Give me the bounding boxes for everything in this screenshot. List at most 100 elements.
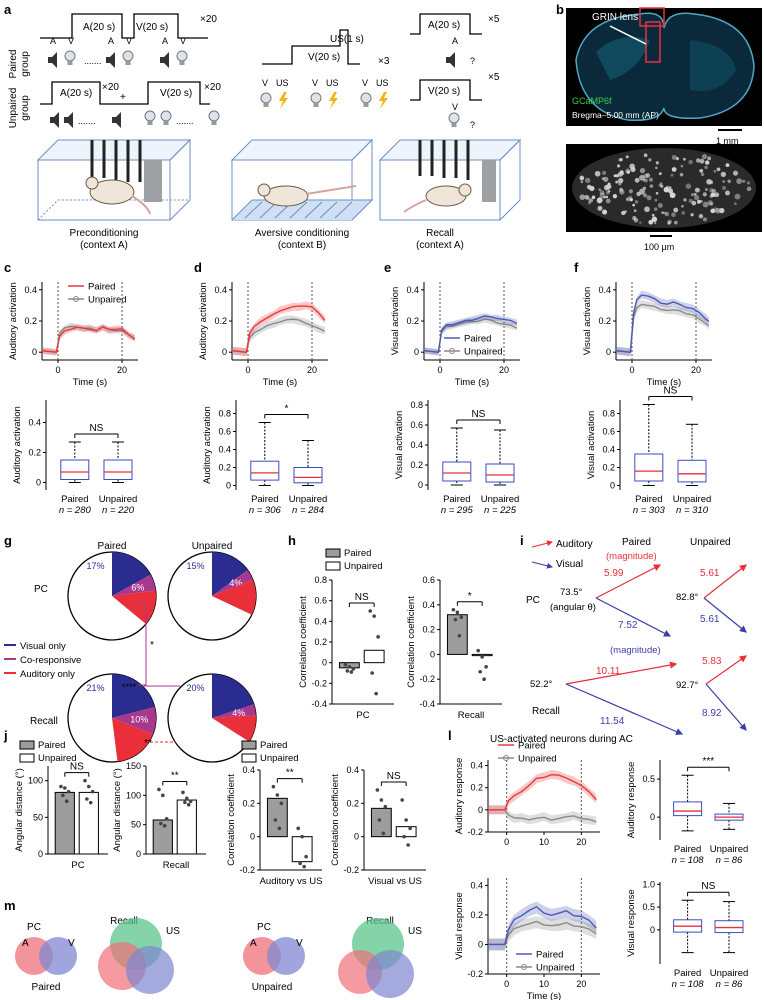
neuron-dot [688, 198, 693, 203]
y-tick-label: -0.4 [311, 699, 327, 709]
neuron-dot [702, 201, 709, 208]
pie-slice-co [212, 570, 253, 596]
speaker-icon [64, 112, 73, 128]
neuron-dot [632, 203, 635, 207]
ellipsis: ....... [78, 116, 96, 126]
neuron-dot [618, 158, 622, 162]
neuron-dot [588, 198, 594, 203]
y-axis-label: Correlation coefficient [406, 596, 417, 688]
y-tick-label: 0 [32, 347, 37, 357]
n-label: n = 86 [716, 979, 743, 990]
bar-unpaired [78, 791, 99, 855]
neuron-dot [725, 163, 730, 168]
a-x3-label: ×3 [378, 56, 390, 67]
neuron-dot [705, 188, 708, 191]
series-line-paired [488, 905, 597, 946]
stim-v-label: V [362, 78, 368, 88]
neuron-dot [599, 190, 605, 196]
neuron-dot [644, 206, 650, 213]
m-pc-label-2: PC [257, 922, 271, 933]
m-circle-v-1 [39, 937, 77, 975]
i-theta-recall-unpaired: 92.7° [676, 680, 698, 691]
g-sig-1: * [150, 640, 154, 651]
i-a-recall-paired: 10.11 [596, 666, 621, 677]
neuron-dot [597, 205, 603, 211]
neuron-dot [625, 168, 631, 174]
i-a-pc-unpaired: 5.61 [700, 568, 720, 579]
n-label: n = 86 [716, 855, 743, 866]
neuron-dot [695, 158, 701, 163]
legend-marker [449, 348, 455, 354]
group-label: Paired [674, 968, 701, 979]
data-point [457, 634, 462, 638]
y-tick-label: 0.2 [410, 460, 423, 470]
y-tick-label: 0.8 [602, 409, 615, 419]
i-col-unpaired: Unpaired [690, 537, 731, 548]
neuron-dot [694, 187, 700, 193]
y-axis-label: Angular distance (°) [112, 768, 123, 852]
a-plus-label: + [120, 92, 126, 103]
neuron-dot [696, 199, 701, 204]
pie-slice-co [112, 707, 157, 735]
neuron-dot [619, 170, 624, 175]
legend-label: Unpaired [88, 295, 127, 306]
y-tick-label: 0.4 [346, 765, 359, 775]
grin-lens-marker [645, 21, 661, 63]
i-a-pc-paired: 5.99 [604, 568, 624, 579]
stim-a-label: A [50, 36, 56, 46]
neuron-dot [742, 179, 746, 183]
stim-a-label: A [452, 36, 458, 46]
neuron-dot [605, 195, 608, 199]
neuron-dot [671, 154, 677, 160]
speaker-icon [106, 52, 115, 68]
n-label: n = 310 [676, 505, 709, 516]
group-label: Unpaired [710, 844, 749, 855]
g-legend-auditory: Auditory only [20, 669, 75, 680]
legend-label: Unpaired [464, 347, 503, 358]
neuron-dot [617, 164, 621, 168]
y-axis-label: Correlation coefficient [330, 774, 341, 866]
a-x5-label: ×5 [488, 14, 500, 25]
neuron-dot [693, 192, 697, 196]
neuron-dot [698, 213, 704, 219]
y-tick-label: 0.2 [28, 448, 41, 458]
panel-l-auditory-trace: -0.2 0 0.2 0.4 0 10 20 Auditory response Paired U… [454, 741, 600, 847]
x-tick-label: 0 [629, 365, 634, 375]
data-point [482, 677, 486, 681]
data-point [404, 818, 408, 822]
sem-band [424, 313, 517, 356]
neuron-dot [648, 177, 654, 182]
pie-label-co: 4% [232, 708, 245, 718]
data-point [347, 665, 352, 669]
data-point [161, 793, 165, 798]
light-bulb-base [451, 123, 457, 127]
data-point [400, 798, 404, 802]
pie-slice-auditory [212, 715, 256, 742]
x-tick-label: 0 [504, 979, 509, 989]
pie-slice-co [112, 574, 156, 596]
series-line-paired [231, 305, 326, 353]
group-label: Auditory vs US [260, 876, 323, 887]
m-us-1: US [166, 926, 180, 937]
x-tick-label: 20 [307, 365, 317, 375]
neuron-dot [720, 171, 726, 178]
series-line-paired [488, 773, 597, 811]
neuron-dot [732, 170, 739, 176]
y-tick-label: 0 [250, 832, 255, 842]
y-tick-label: 0 [418, 480, 423, 490]
neuron-dot [679, 172, 684, 177]
neuron-dot [711, 189, 717, 194]
speaker-icon [446, 52, 455, 68]
y-tick-label: -0.2 [467, 969, 483, 979]
y-tick-label: 0 [38, 849, 43, 859]
data-point [376, 635, 380, 639]
y-tick-label: 0.4 [470, 880, 483, 890]
neuron-dot [674, 220, 678, 225]
light-bulb-icon [144, 110, 156, 122]
sig-label: NS [471, 409, 485, 420]
panel-a: Paired group Unpaired group A(20 s) V(20… [8, 13, 522, 251]
neuron-dot [690, 193, 694, 197]
